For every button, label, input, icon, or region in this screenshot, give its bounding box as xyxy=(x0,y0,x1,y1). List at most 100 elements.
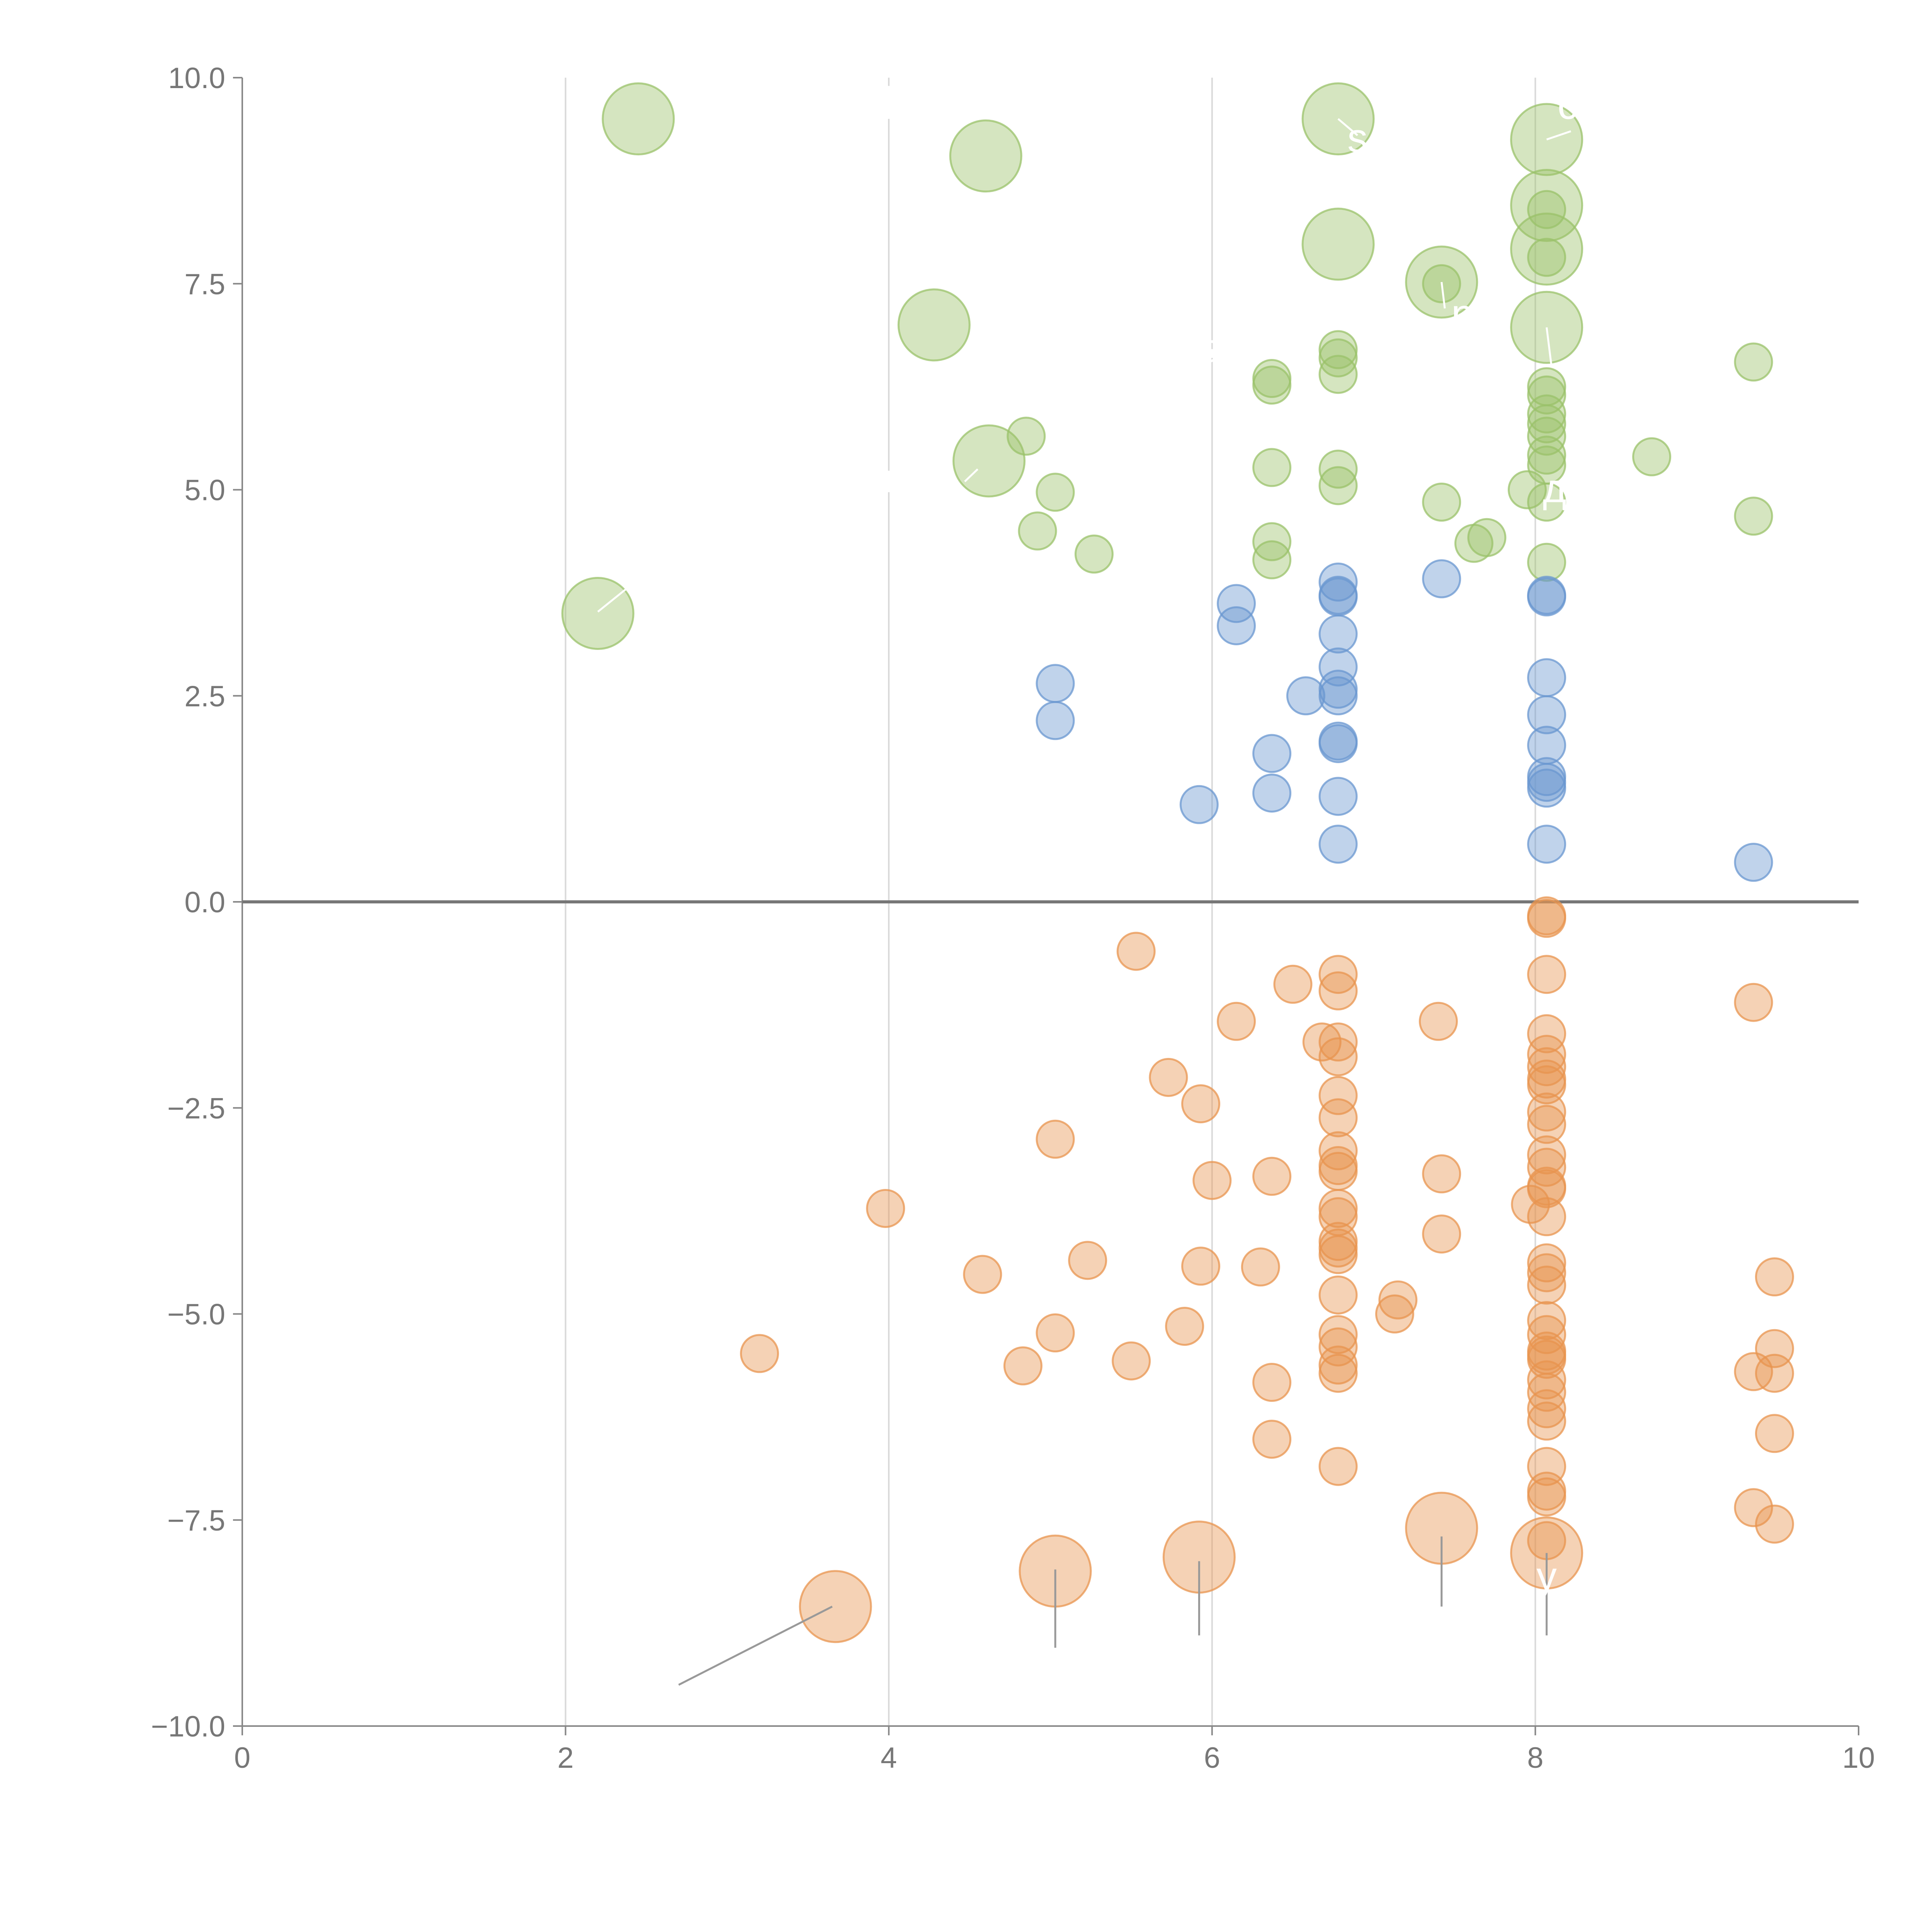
y-tick-label: −5.0 xyxy=(167,1298,225,1331)
data-point xyxy=(1510,169,1583,242)
data-point xyxy=(1252,366,1292,405)
data-point xyxy=(1318,1131,1358,1170)
data-point xyxy=(1527,899,1566,938)
data-point xyxy=(1302,1022,1342,1062)
data-point xyxy=(1527,1389,1566,1429)
data-point xyxy=(1527,1340,1566,1379)
data-point xyxy=(1527,482,1566,522)
data-point xyxy=(1318,338,1358,378)
annotation-leader xyxy=(1337,118,1358,136)
data-point xyxy=(1252,734,1292,773)
data-point xyxy=(949,119,1022,193)
data-point xyxy=(1527,1065,1566,1105)
data-point xyxy=(1734,983,1773,1022)
data-point xyxy=(1527,1105,1566,1144)
annotation-label: c xyxy=(1558,83,1578,128)
data-point xyxy=(1422,482,1461,522)
data-point xyxy=(1632,437,1672,476)
annotation-labels: 9 т ’ а c ѕ р д у xyxy=(590,46,1578,1599)
data-point xyxy=(1527,404,1566,444)
data-point xyxy=(952,424,1026,498)
data-point xyxy=(561,577,634,650)
data-point xyxy=(1252,1420,1292,1459)
data-point xyxy=(1318,676,1358,716)
data-point xyxy=(1318,449,1358,489)
annotation-label: ѕ xyxy=(1347,116,1368,161)
data-point xyxy=(602,82,675,156)
data-point xyxy=(963,1255,1002,1294)
data-point xyxy=(1755,1257,1794,1297)
data-point xyxy=(1003,1346,1043,1386)
data-point xyxy=(1241,1247,1280,1287)
y-tick-label: 2.5 xyxy=(184,680,225,713)
x-tick-label: 4 xyxy=(881,1742,897,1774)
data-point xyxy=(1527,825,1566,864)
data-point xyxy=(1527,435,1566,475)
annotation-label: а xyxy=(1201,326,1224,371)
data-point xyxy=(1527,1014,1566,1053)
data-point xyxy=(1527,1253,1566,1293)
data-point xyxy=(1318,1189,1358,1228)
data-point xyxy=(1036,701,1075,740)
data-point xyxy=(897,288,971,362)
data-point xyxy=(1252,448,1292,487)
y-tick-label: −7.5 xyxy=(167,1504,225,1537)
data-point xyxy=(1318,577,1358,617)
data-point xyxy=(1527,1135,1566,1175)
data-point xyxy=(1036,1313,1075,1353)
data-point xyxy=(1318,971,1358,1010)
data-point xyxy=(1074,534,1114,574)
data-point xyxy=(1734,342,1773,382)
data-point xyxy=(1527,1301,1566,1340)
data-point xyxy=(1318,1345,1358,1385)
data-point xyxy=(1318,825,1358,864)
data-point xyxy=(1527,1197,1566,1236)
data-point xyxy=(1755,1504,1794,1544)
data-point xyxy=(1422,559,1461,599)
data-point xyxy=(866,1189,905,1228)
data-point xyxy=(1527,394,1566,434)
annotation-leader xyxy=(1546,130,1571,141)
data-point xyxy=(1252,1156,1292,1196)
data-point xyxy=(1755,1414,1794,1453)
annotation-label: у xyxy=(1536,1554,1557,1599)
y-tick-label: 0.0 xyxy=(184,886,225,919)
data-point xyxy=(1318,355,1358,394)
annotation-leaders xyxy=(597,86,1571,1686)
data-point xyxy=(1527,1401,1566,1441)
data-point xyxy=(1018,511,1057,551)
data-point xyxy=(1318,1098,1358,1138)
data-point xyxy=(1527,695,1566,735)
data-point xyxy=(1192,1161,1232,1200)
data-point xyxy=(1734,1488,1773,1527)
x-tick-label: 8 xyxy=(1527,1742,1543,1774)
x-tick-label: 10 xyxy=(1842,1742,1875,1774)
data-point xyxy=(1755,1354,1794,1393)
data-point xyxy=(1527,1169,1566,1208)
data-point xyxy=(1527,577,1566,617)
data-point xyxy=(1318,1076,1358,1115)
data-point xyxy=(1217,606,1256,645)
data-point xyxy=(1318,1235,1358,1274)
data-points xyxy=(561,82,1794,1643)
data-point xyxy=(1527,658,1566,697)
data-point xyxy=(1734,843,1773,882)
data-point xyxy=(1527,955,1566,994)
data-point xyxy=(1007,417,1046,456)
y-tick-label: 5.0 xyxy=(184,474,225,507)
data-point xyxy=(1318,1037,1358,1077)
annotation-leader xyxy=(1546,327,1553,366)
data-point xyxy=(1318,562,1358,602)
data-point xyxy=(1467,518,1507,557)
data-point xyxy=(1318,1022,1358,1062)
data-point xyxy=(1036,664,1075,703)
data-point xyxy=(1318,1275,1358,1315)
annotation-leader xyxy=(964,468,978,482)
data-point xyxy=(1734,497,1773,536)
data-point xyxy=(1318,724,1358,763)
annotation-leader xyxy=(678,1605,833,1686)
data-point xyxy=(1527,1360,1566,1400)
y-tick-label: −2.5 xyxy=(167,1092,225,1125)
data-point xyxy=(1527,1243,1566,1282)
data-point xyxy=(1527,1265,1566,1305)
